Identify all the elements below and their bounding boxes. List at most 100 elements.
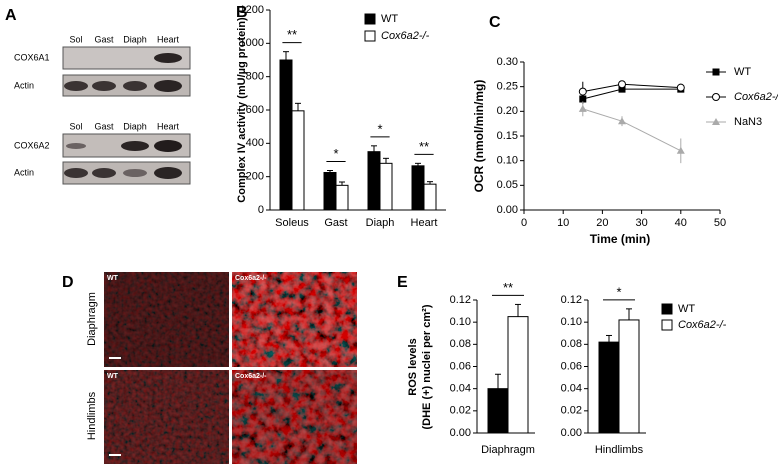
y-tick-label: 0.25 — [497, 81, 518, 93]
y-tick-label: 0.20 — [497, 105, 518, 117]
marker — [578, 87, 587, 96]
image-label: Cox6a2-/- — [235, 373, 267, 380]
lane-label: Diaph — [123, 121, 147, 131]
legend-label: Cox6a2-/- — [734, 91, 778, 103]
y-tick-label: 0.00 — [561, 427, 582, 439]
micrograph-texture — [104, 370, 229, 464]
marker — [676, 146, 685, 154]
band — [66, 143, 86, 149]
y-tick-label: 0.15 — [497, 130, 518, 142]
bar — [423, 183, 437, 211]
y-tick-label: 0.02 — [561, 405, 582, 417]
y-axis-label: ROS levels — [407, 338, 419, 395]
blot — [62, 46, 191, 70]
lane-label: Gast — [94, 121, 114, 131]
line — [582, 108, 682, 152]
y-tick-label: 0.02 — [450, 405, 471, 417]
y-tick-label: 400 — [246, 137, 264, 149]
y-axis-label: Complex IV activity (mU/µg protein) — [236, 17, 248, 203]
y-tick-label: 0.06 — [450, 360, 471, 372]
x-tick-label: 20 — [596, 217, 608, 229]
band — [154, 53, 182, 63]
significance-label: * — [616, 284, 621, 299]
row-label: Hindlimbs — [86, 391, 98, 440]
y-axis-label: OCR (nmol/min/mg) — [472, 80, 486, 193]
y-tick-label: 0.05 — [497, 179, 518, 191]
bar — [291, 110, 305, 211]
bar — [279, 59, 293, 211]
blot-row-label: COX6A1 — [14, 52, 50, 62]
panel-label: A — [5, 7, 17, 24]
lane-label: Sol — [69, 121, 82, 131]
x-tick-label: 30 — [635, 217, 647, 229]
marker — [578, 104, 587, 112]
y-tick-label: 800 — [246, 71, 264, 83]
blots: Sol Gast Diaph Heart Sol Gast Diaph Hear… — [14, 34, 191, 185]
x-tick-label: Gast — [324, 217, 347, 229]
micrographs: Diaphragm Hindlimbs WT Cox6a2-/- WT Cox6… — [86, 272, 357, 464]
lane-label: Heart — [157, 121, 180, 131]
band — [121, 141, 149, 151]
legend-swatch — [661, 303, 673, 315]
marker — [712, 93, 720, 101]
panel-label: C — [489, 14, 501, 31]
marker — [676, 83, 685, 92]
panel-label: E — [397, 274, 408, 291]
micrograph-texture — [232, 272, 357, 367]
scale-bar — [109, 454, 121, 456]
band — [64, 168, 88, 178]
line — [582, 83, 681, 93]
band — [92, 81, 116, 91]
y-tick-label: 0.00 — [497, 204, 518, 216]
y-tick-label: 0.12 — [450, 294, 471, 306]
panel-label: D — [62, 274, 74, 291]
significance-label: ** — [503, 280, 513, 295]
x-tick-label: Soleus — [275, 217, 309, 229]
band — [154, 140, 182, 152]
x-tick-label: 10 — [557, 217, 569, 229]
micrograph-texture — [232, 370, 357, 464]
y-tick-label: 0.08 — [561, 338, 582, 350]
legend-swatch — [661, 319, 673, 331]
significance-label: ** — [419, 139, 429, 154]
y-axis-label: (DHE (+) nuclei per cm²) — [421, 304, 433, 429]
y-tick-label: 200 — [246, 171, 264, 183]
bar — [367, 151, 381, 211]
y-tick-label: 0.10 — [497, 155, 518, 167]
bar — [618, 319, 640, 434]
marker — [712, 68, 720, 76]
line — [582, 88, 681, 100]
band — [123, 81, 147, 91]
y-tick-label: 0.30 — [497, 56, 518, 68]
bar — [411, 165, 425, 211]
marker — [618, 85, 626, 93]
marker — [618, 117, 626, 125]
x-tick-label: 0 — [521, 217, 527, 229]
y-tick-label: 0 — [258, 204, 264, 216]
legend-label: WT — [734, 66, 751, 78]
legend-swatch — [364, 30, 376, 42]
image-label: WT — [107, 373, 119, 380]
panel-label: B — [236, 4, 248, 21]
lane-label: Heart — [157, 34, 180, 44]
legend-label: WT — [678, 303, 695, 315]
band — [92, 168, 116, 178]
lane-label: Diaph — [123, 34, 147, 44]
y-tick-label: 0.08 — [450, 338, 471, 350]
y-tick-label: 0.00 — [450, 427, 471, 439]
legend-label: Cox6a2-/- — [678, 319, 727, 331]
blot-row-label: Actin — [14, 167, 34, 177]
band — [64, 81, 88, 91]
bar — [379, 162, 393, 211]
bar — [507, 316, 529, 434]
y-tick-label: 0.10 — [561, 316, 582, 328]
significance-label: ** — [287, 27, 297, 42]
x-tick-label: 50 — [714, 217, 726, 229]
row-label: Diaphragm — [86, 292, 98, 346]
micrograph-texture — [104, 272, 229, 367]
marker — [618, 80, 626, 89]
legend-label: Cox6a2-/- — [381, 30, 430, 42]
image-label: Cox6a2-/- — [235, 275, 267, 282]
y-tick-label: 0.10 — [450, 316, 471, 328]
y-tick-label: 0.04 — [561, 383, 582, 395]
